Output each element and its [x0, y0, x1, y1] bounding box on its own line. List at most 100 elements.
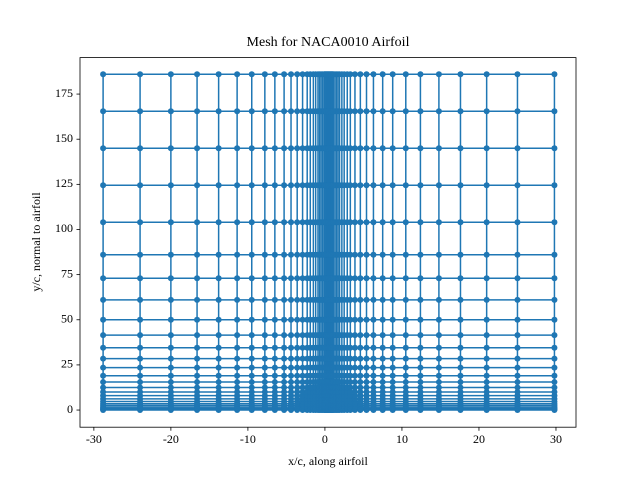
- mesh-node: [288, 344, 295, 351]
- mesh-node: [288, 388, 295, 395]
- mesh-node: [281, 219, 288, 226]
- mesh-node: [370, 332, 377, 339]
- mesh-node: [261, 316, 268, 323]
- mesh-node: [347, 344, 354, 351]
- mesh-node: [194, 372, 201, 379]
- mesh-node: [100, 275, 107, 282]
- mesh-node: [234, 182, 241, 189]
- mesh-node: [363, 145, 370, 152]
- mesh-node: [417, 316, 424, 323]
- mesh-node: [299, 275, 306, 282]
- mesh-node: [347, 379, 354, 386]
- mesh-node: [261, 379, 268, 386]
- mesh-node: [351, 251, 358, 258]
- mesh-node: [457, 355, 464, 362]
- mesh-node: [215, 182, 222, 189]
- mesh-node: [370, 275, 377, 282]
- mesh-node: [261, 71, 268, 78]
- mesh-node: [215, 384, 222, 391]
- chart-title: Mesh for NACA0010 Airfoil: [247, 35, 410, 50]
- mesh-node: [417, 332, 424, 339]
- mesh-node: [357, 145, 364, 152]
- mesh-node: [551, 316, 558, 323]
- mesh-node: [271, 332, 278, 339]
- mesh-node: [363, 344, 370, 351]
- mesh-node: [363, 332, 370, 339]
- mesh-node: [299, 251, 306, 258]
- mesh-node: [215, 71, 222, 78]
- mesh-node: [417, 388, 424, 395]
- mesh-node: [347, 364, 354, 371]
- mesh-node: [457, 182, 464, 189]
- mesh-node: [357, 219, 364, 226]
- mesh-node: [281, 355, 288, 362]
- mesh-node: [417, 71, 424, 78]
- mesh-node: [299, 182, 306, 189]
- mesh-node: [370, 296, 377, 303]
- mesh-node: [137, 372, 144, 379]
- mesh-node: [379, 388, 386, 395]
- mesh-node: [215, 145, 222, 152]
- mesh-node: [234, 372, 241, 379]
- mesh-node: [271, 71, 278, 78]
- mesh-node: [417, 379, 424, 386]
- mesh-node: [137, 275, 144, 282]
- mesh-node: [100, 219, 107, 226]
- mesh-node: [457, 384, 464, 391]
- mesh-node: [294, 332, 301, 339]
- mesh-node: [435, 316, 442, 323]
- mesh-node: [294, 219, 301, 226]
- mesh-node: [194, 71, 201, 78]
- mesh-node: [167, 145, 174, 152]
- mesh-node: [417, 182, 424, 189]
- mesh-node: [389, 251, 396, 258]
- mesh-node: [370, 71, 377, 78]
- mesh-node: [248, 296, 255, 303]
- mesh-node: [514, 71, 521, 78]
- mesh-node: [347, 108, 354, 115]
- y-tick-label: 50: [61, 312, 73, 326]
- x-tick-label: 30: [550, 432, 562, 446]
- mesh-node: [363, 275, 370, 282]
- mesh-node: [379, 296, 386, 303]
- mesh-node: [402, 388, 409, 395]
- mesh-node: [402, 355, 409, 362]
- mesh-node: [288, 384, 295, 391]
- mesh-node: [402, 108, 409, 115]
- mesh-node: [363, 71, 370, 78]
- mesh-node: [370, 145, 377, 152]
- mesh-node: [294, 296, 301, 303]
- mesh-node: [357, 388, 364, 395]
- mesh-node: [271, 251, 278, 258]
- mesh-node: [402, 316, 409, 323]
- mesh-node: [514, 145, 521, 152]
- mesh-node: [248, 384, 255, 391]
- mesh-node: [194, 379, 201, 386]
- mesh-node: [194, 182, 201, 189]
- mesh-node: [435, 108, 442, 115]
- mesh-node: [347, 372, 354, 379]
- mesh-node: [281, 379, 288, 386]
- mesh-node: [357, 316, 364, 323]
- mesh-node: [215, 316, 222, 323]
- mesh-node: [271, 384, 278, 391]
- mesh-node: [299, 384, 306, 391]
- mesh-node: [457, 332, 464, 339]
- mesh-node: [435, 384, 442, 391]
- mesh-node: [551, 355, 558, 362]
- mesh-node: [351, 182, 358, 189]
- mesh-node: [357, 182, 364, 189]
- mesh-node: [417, 108, 424, 115]
- mesh-node: [215, 388, 222, 395]
- mesh-node: [379, 275, 386, 282]
- mesh-node: [457, 296, 464, 303]
- mesh-node: [167, 355, 174, 362]
- mesh-node: [370, 388, 377, 395]
- mesh-node: [514, 344, 521, 351]
- mesh-node: [347, 145, 354, 152]
- mesh-node: [100, 296, 107, 303]
- mesh-node: [137, 355, 144, 362]
- mesh-node: [357, 251, 364, 258]
- mesh-node: [194, 219, 201, 226]
